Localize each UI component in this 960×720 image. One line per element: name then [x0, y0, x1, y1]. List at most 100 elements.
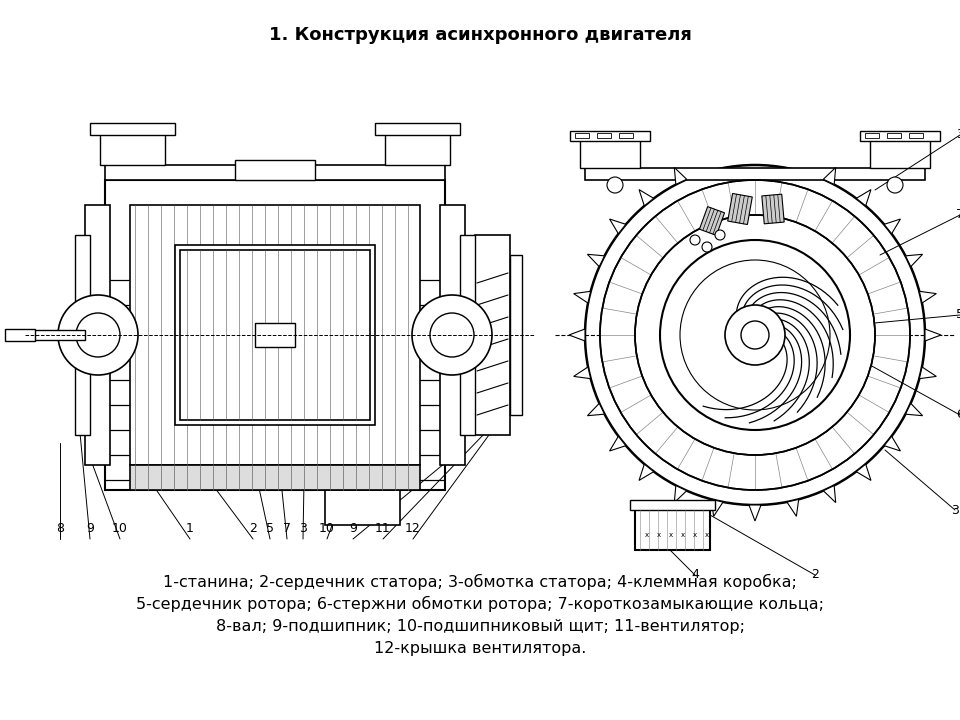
- Bar: [887, 133, 901, 138]
- Polygon shape: [639, 189, 654, 206]
- Polygon shape: [925, 329, 941, 341]
- Polygon shape: [610, 219, 626, 234]
- Polygon shape: [574, 367, 590, 379]
- Text: 5: 5: [266, 522, 274, 535]
- Circle shape: [680, 260, 830, 410]
- Polygon shape: [610, 436, 626, 451]
- Circle shape: [600, 180, 910, 490]
- Polygon shape: [884, 436, 900, 451]
- Bar: [235, 160, 315, 180]
- Polygon shape: [905, 254, 923, 266]
- Bar: [460, 235, 475, 435]
- Polygon shape: [588, 254, 605, 266]
- Polygon shape: [762, 194, 784, 224]
- Bar: [619, 133, 633, 138]
- Bar: [25, 330, 85, 340]
- Polygon shape: [588, 403, 605, 415]
- Circle shape: [715, 230, 725, 240]
- Text: x: x: [681, 532, 685, 538]
- Bar: [597, 133, 611, 138]
- Polygon shape: [574, 292, 590, 303]
- Bar: [105, 165, 445, 180]
- Bar: [175, 245, 375, 425]
- Bar: [630, 500, 715, 510]
- Text: 3: 3: [951, 503, 959, 516]
- Text: 5: 5: [956, 308, 960, 322]
- Bar: [580, 138, 640, 168]
- Circle shape: [412, 295, 492, 375]
- Text: x: x: [705, 532, 709, 538]
- Circle shape: [430, 313, 474, 357]
- Polygon shape: [639, 464, 654, 480]
- Bar: [575, 133, 589, 138]
- Text: 12-крышка вентилятора.: 12-крышка вентилятора.: [373, 641, 587, 655]
- Polygon shape: [787, 500, 799, 516]
- Polygon shape: [856, 464, 871, 480]
- Text: 2: 2: [249, 522, 257, 535]
- Circle shape: [607, 177, 623, 193]
- Polygon shape: [920, 292, 936, 303]
- Text: 1. Конструкция асинхронного двигателя: 1. Конструкция асинхронного двигателя: [269, 26, 691, 44]
- Bar: [105, 180, 445, 490]
- Circle shape: [58, 295, 138, 375]
- Polygon shape: [728, 194, 753, 225]
- Bar: [5, 329, 35, 341]
- Bar: [255, 323, 295, 347]
- Polygon shape: [920, 367, 936, 379]
- Text: 7: 7: [283, 522, 291, 535]
- Bar: [180, 250, 370, 420]
- Polygon shape: [569, 329, 585, 341]
- Text: 10: 10: [319, 522, 335, 535]
- Polygon shape: [824, 485, 836, 503]
- Text: x: x: [657, 532, 661, 538]
- Polygon shape: [884, 219, 900, 234]
- Bar: [865, 133, 879, 138]
- Bar: [510, 255, 522, 415]
- Text: 1-станина; 2-сердечник статора; 3-обмотка статора; 4-клеммная коробка;: 1-станина; 2-сердечник статора; 3-обмотк…: [163, 574, 797, 590]
- Circle shape: [741, 321, 769, 349]
- Polygon shape: [856, 189, 871, 206]
- Text: 12: 12: [405, 522, 420, 535]
- Polygon shape: [674, 168, 686, 184]
- Circle shape: [725, 305, 785, 365]
- Bar: [475, 235, 510, 435]
- Bar: [75, 235, 90, 435]
- Polygon shape: [674, 485, 686, 503]
- Circle shape: [702, 242, 712, 252]
- Text: 5-сердечник ротора; 6-стержни обмотки ротора; 7-короткозамыкающие кольца;: 5-сердечник ротора; 6-стержни обмотки ро…: [136, 596, 824, 612]
- Text: 4: 4: [691, 569, 699, 582]
- Polygon shape: [711, 500, 723, 516]
- Bar: [570, 131, 650, 141]
- Text: 8: 8: [56, 522, 64, 535]
- Circle shape: [690, 235, 700, 245]
- Text: 2: 2: [811, 569, 819, 582]
- Bar: [325, 490, 400, 525]
- Text: x: x: [669, 532, 673, 538]
- Polygon shape: [824, 168, 836, 184]
- Bar: [375, 123, 460, 135]
- Text: x: x: [693, 532, 697, 538]
- Circle shape: [635, 215, 875, 455]
- Polygon shape: [905, 403, 923, 415]
- Bar: [130, 465, 420, 490]
- Text: 1: 1: [186, 522, 194, 535]
- Circle shape: [660, 240, 850, 430]
- Text: 3: 3: [956, 128, 960, 142]
- Text: 8-вал; 9-подшипник; 10-подшипниковый щит; 11-вентилятор;: 8-вал; 9-подшипник; 10-подшипниковый щит…: [215, 618, 745, 634]
- Circle shape: [585, 165, 925, 505]
- Polygon shape: [700, 207, 725, 235]
- Text: 7: 7: [956, 209, 960, 222]
- Bar: [90, 123, 175, 135]
- Bar: [860, 131, 940, 141]
- Polygon shape: [749, 505, 761, 521]
- Bar: [440, 205, 465, 465]
- Bar: [635, 505, 710, 550]
- Text: 6: 6: [956, 408, 960, 421]
- Text: x: x: [645, 532, 649, 538]
- Circle shape: [76, 313, 120, 357]
- Text: 11: 11: [375, 522, 391, 535]
- Text: 3: 3: [300, 522, 307, 535]
- Bar: [100, 130, 165, 165]
- Bar: [870, 138, 930, 168]
- Bar: [385, 130, 450, 165]
